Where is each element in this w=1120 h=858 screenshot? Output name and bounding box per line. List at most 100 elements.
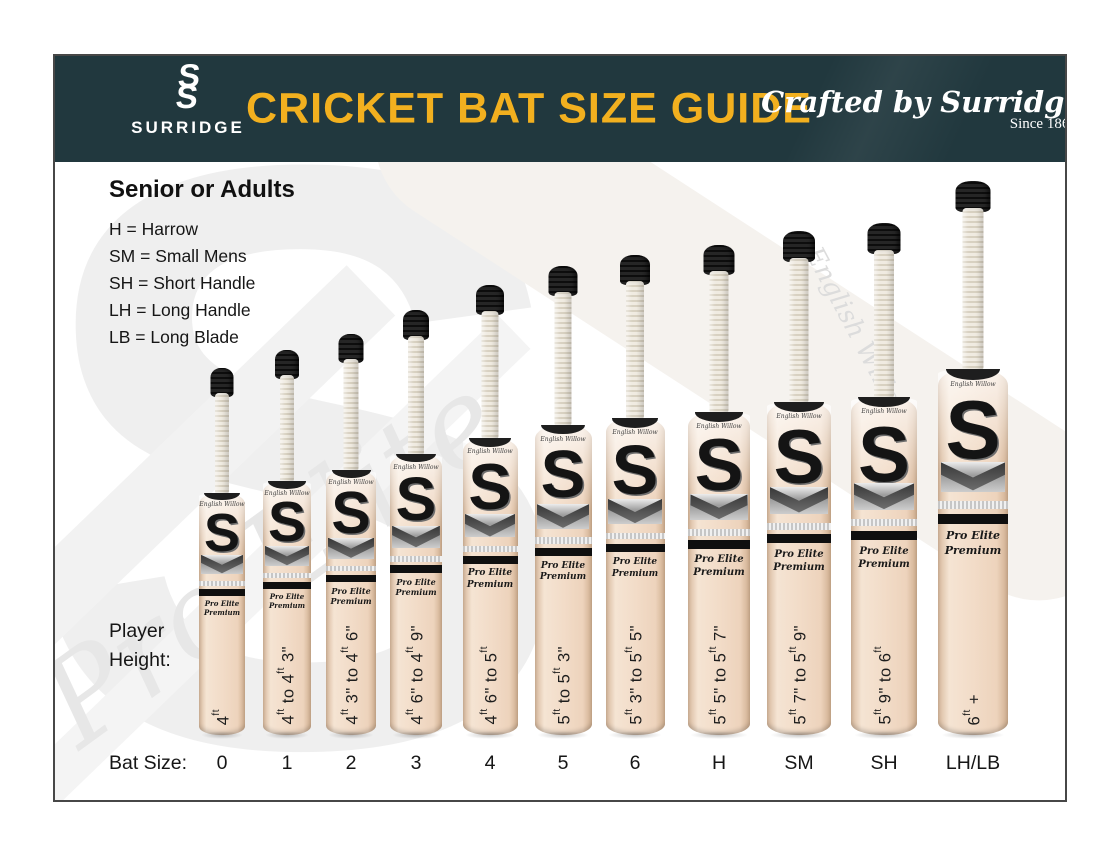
bat-size-row-label: Bat Size:: [109, 752, 188, 774]
bat-chevron-band: [264, 545, 310, 567]
bat-model-text: Pro Elite Premium: [693, 554, 745, 579]
bat-chevron-band: [853, 483, 915, 511]
bat-handle: [962, 208, 984, 371]
bat-handle: [280, 375, 294, 483]
bat-size-value: 4: [484, 752, 496, 774]
bat-model-text: Pro Elite Premium: [466, 568, 514, 590]
bat-chevron-band: [769, 486, 829, 514]
bat-model-text: Pro Elite Premium: [204, 598, 240, 618]
bat-model-text: Pro Elite Premium: [269, 592, 305, 611]
surridge-s-logo: S: [540, 437, 586, 513]
cricket-bat-size-0: English Willow S Pro Elite Premium 4ft: [199, 368, 245, 739]
bat-chevron-band: [607, 498, 663, 525]
bat-size-value: 2: [345, 752, 357, 774]
legend-item: SH = Short Handle: [109, 273, 256, 293]
bat-blade: English Willow S Pro Elite Premium 4ft to…: [263, 481, 311, 735]
bat-chevron-band: [392, 525, 440, 549]
bat-handle: [874, 250, 894, 399]
bat-blade: English Willow S Pro Elite Premium 6ft +: [938, 369, 1008, 735]
bat-model-text: Pro Elite Premium: [944, 529, 1002, 557]
bat-handle: [554, 292, 572, 427]
bat-weave-band: [534, 537, 592, 544]
page-title: CRICKET BAT SIZE GUIDE: [246, 84, 812, 133]
bat-handle: [343, 359, 359, 472]
player-height-label: 5ft 9" to 6ft: [872, 646, 895, 725]
bat-black-band: [462, 555, 518, 564]
bat-weave-band: [851, 519, 917, 527]
surridge-s-logo: S: [203, 502, 241, 563]
player-height-label: 5ft to 5ft 3": [551, 646, 574, 725]
bat-size-value: LH/LB: [945, 752, 1001, 774]
bat-chevron-band: [464, 513, 516, 538]
surridge-s-logo: S: [395, 464, 437, 533]
bat-weave-band: [605, 532, 665, 540]
bat-black-band: [199, 588, 245, 596]
bat-black-band: [688, 539, 750, 549]
cricket-bat-size-1: English Willow S Pro Elite Premium 4ft to…: [263, 350, 311, 739]
bat-model-text: Pro Elite Premium: [539, 560, 587, 583]
section-heading: Senior or Adults: [109, 176, 295, 203]
crafted-by-surridge-mark: Crafted by Surridge Since 1867: [761, 85, 1065, 133]
bat-chevron-band: [536, 504, 590, 529]
bat-weave-band: [462, 545, 518, 552]
bat-size-value: 5: [557, 752, 569, 774]
cricket-bat-size-4: English Willow S Pro Elite Premium 4ft 6"…: [462, 285, 518, 739]
surridge-s-logo: S: [857, 409, 911, 498]
legend-item: SM = Small Mens: [109, 246, 247, 266]
content-area: S Pro Elite English Willow Senior or Adu…: [55, 162, 1065, 800]
since-1867-text: Since 1867: [1009, 116, 1065, 132]
bat-black-band: [534, 547, 592, 557]
bat-handle: [215, 393, 229, 495]
bat-blade: English Willow S Pro Elite Premium 5ft 3"…: [605, 418, 665, 735]
bat-weave-band: [938, 501, 1008, 510]
bat-shoulder-band: [204, 493, 240, 501]
bat-black-band: [326, 574, 376, 583]
bat-blade: English Willow S Pro Elite Premium 4ft 3"…: [326, 470, 376, 735]
bat-size-value: H: [711, 752, 727, 774]
bat-size-value: SH: [870, 752, 898, 774]
bat-weave-band: [390, 555, 442, 562]
bat-chevron-band: [328, 537, 374, 559]
bat-size-value: 0: [216, 752, 228, 774]
legend-item: LH = Long Handle: [109, 300, 251, 320]
bat-blade: English Willow S Pro Elite Premium 4ft 6"…: [390, 454, 442, 735]
bat-size-value: 1: [281, 752, 293, 774]
bat-black-band: [390, 565, 442, 574]
cricket-bat-size-sh: English Willow S Pro Elite Premium 5ft 9"…: [851, 223, 917, 739]
bat-blade: English Willow S Pro Elite Premium 4ft: [199, 493, 245, 735]
bat-shoulder-band: [858, 397, 910, 408]
bat-model-text: Pro Elite Premium: [330, 586, 372, 607]
bat-handle: [709, 271, 729, 414]
bat-chevron-band: [200, 554, 244, 575]
cricket-bat-size-h: English Willow S Pro Elite Premium 5ft 5"…: [688, 245, 750, 739]
bat-model-text: Pro Elite Premium: [611, 556, 659, 579]
bat-model-text: Pro Elite Premium: [858, 546, 910, 571]
bat-shoulder-band: [774, 402, 824, 412]
bat-handle: [626, 281, 644, 420]
cricket-bat-size-6: English Willow S Pro Elite Premium 5ft 3"…: [605, 255, 665, 739]
bat-weave-band: [263, 572, 311, 579]
bat-blade: English Willow S Pro Elite Premium 5ft 7"…: [767, 402, 831, 735]
bat-handle: [789, 258, 809, 404]
surridge-logo-text: SURRIDGE: [131, 117, 245, 137]
bat-weave-band: [199, 580, 245, 586]
legend-item: H = Harrow: [109, 219, 198, 239]
bat-size-value: 6: [629, 752, 641, 774]
player-height-label: 4ft to 4ft 3": [275, 646, 298, 725]
bat-chevron-band: [940, 462, 1006, 492]
bat-shoulder-band: [395, 454, 437, 463]
surridge-s-logo: S: [694, 425, 744, 507]
player-height-label: 5ft 7" to 5ft 9": [787, 625, 810, 725]
bat-weave-band: [688, 528, 750, 536]
bat-model-text: Pro Elite Premium: [773, 548, 825, 573]
bat-shoulder-band: [611, 418, 658, 428]
cricket-bat-size-2: English Willow S Pro Elite Premium 4ft 3"…: [326, 334, 376, 739]
player-height-row-label: Player Height:: [109, 620, 171, 671]
bat-blade: English Willow S Pro Elite Premium 5ft 5"…: [688, 412, 750, 735]
bat-chevron-band: [690, 494, 748, 521]
bat-shoulder-band: [540, 425, 586, 435]
